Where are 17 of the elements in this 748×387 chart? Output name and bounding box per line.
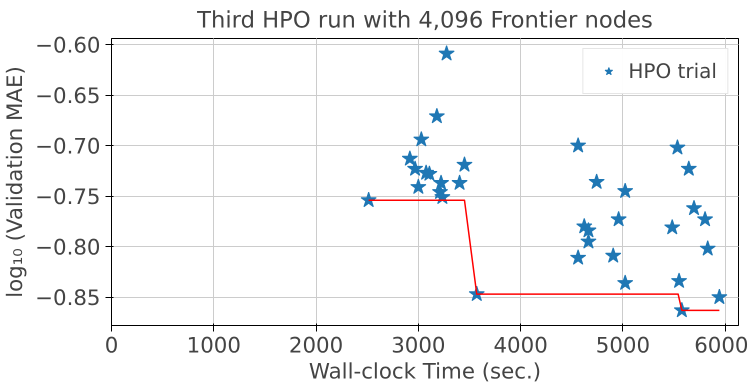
x-tick-label: 6000 — [694, 334, 748, 358]
y-tick-label: −0.65 — [35, 84, 100, 110]
x-tick-label: 3000 — [391, 334, 446, 358]
x-tick-label: 4000 — [493, 334, 548, 358]
y-axis-title: log₁₀ (Validation MAE) — [3, 66, 28, 298]
y-tick-label: −0.60 — [35, 34, 100, 59]
y-tick-label: −0.75 — [35, 185, 100, 210]
x-tick-label: 1000 — [186, 334, 241, 358]
y-tick-label: −0.85 — [35, 286, 100, 312]
y-tick-label: −0.80 — [35, 236, 100, 261]
x-tick-label: 5000 — [596, 334, 650, 358]
y-tick-label: −0.70 — [35, 134, 100, 160]
chart-title: Third HPO run with 4,096 Frontier nodes — [196, 8, 653, 34]
x-tick-label: 2000 — [288, 334, 344, 358]
x-axis-title: Wall-clock Time (sec.) — [308, 360, 542, 384]
x-tick-label: 0 — [104, 334, 118, 358]
legend-label: HPO trial — [628, 59, 717, 83]
